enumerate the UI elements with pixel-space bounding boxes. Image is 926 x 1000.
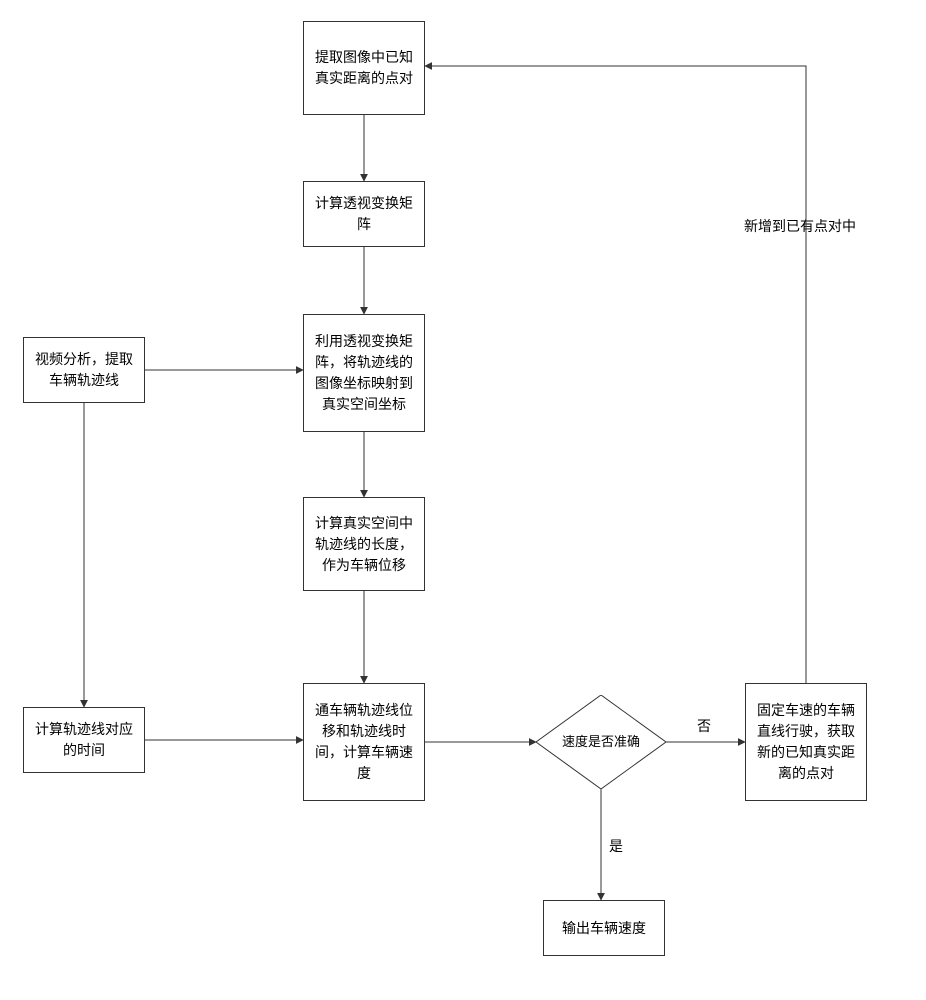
node-compute-displacement: 计算真实空间中轨迹线的长度，作为车辆位移 <box>303 497 425 591</box>
node-label: 输出车辆速度 <box>562 918 646 939</box>
node-label: 提取图像中已知真实距离的点对 <box>312 47 416 89</box>
node-label: 通车辆轨迹线位移和轨迹线时间，计算车辆速度 <box>312 700 416 784</box>
node-label: 固定车速的车辆直线行驶，获取新的已知真实距离的点对 <box>754 700 858 784</box>
node-label: 计算轨迹线对应的时间 <box>32 719 136 761</box>
node-output-speed: 输出车辆速度 <box>543 900 665 956</box>
node-video-analysis: 视频分析，提取车辆轨迹线 <box>23 337 145 403</box>
flowchart-edges <box>0 0 926 1000</box>
node-map-coords: 利用透视变换矩阵，将轨迹线的图像坐标映射到真实空间坐标 <box>303 314 425 432</box>
node-compute-speed: 通车辆轨迹线位移和轨迹线时间，计算车辆速度 <box>303 683 425 801</box>
node-extract-point-pairs: 提取图像中已知真实距离的点对 <box>303 21 425 115</box>
node-fixed-speed-drive: 固定车速的车辆直线行驶，获取新的已知真实距离的点对 <box>745 683 867 801</box>
node-label: 计算真实空间中轨迹线的长度，作为车辆位移 <box>312 513 416 576</box>
edge-label-feedback: 新增到已有点对中 <box>744 216 856 236</box>
node-label: 利用透视变换矩阵，将轨迹线的图像坐标映射到真实空间坐标 <box>312 331 416 415</box>
decision-speed-accurate: 速度是否准确 <box>536 695 666 789</box>
edge-label-no: 否 <box>697 716 711 736</box>
decision-label: 速度是否准确 <box>562 733 640 751</box>
edge-label-yes: 是 <box>609 836 623 856</box>
node-label: 计算透视变换矩阵 <box>312 193 416 235</box>
node-label: 视频分析，提取车辆轨迹线 <box>32 349 136 391</box>
node-compute-time: 计算轨迹线对应的时间 <box>23 707 145 773</box>
node-compute-perspective-matrix: 计算透视变换矩阵 <box>303 181 425 247</box>
